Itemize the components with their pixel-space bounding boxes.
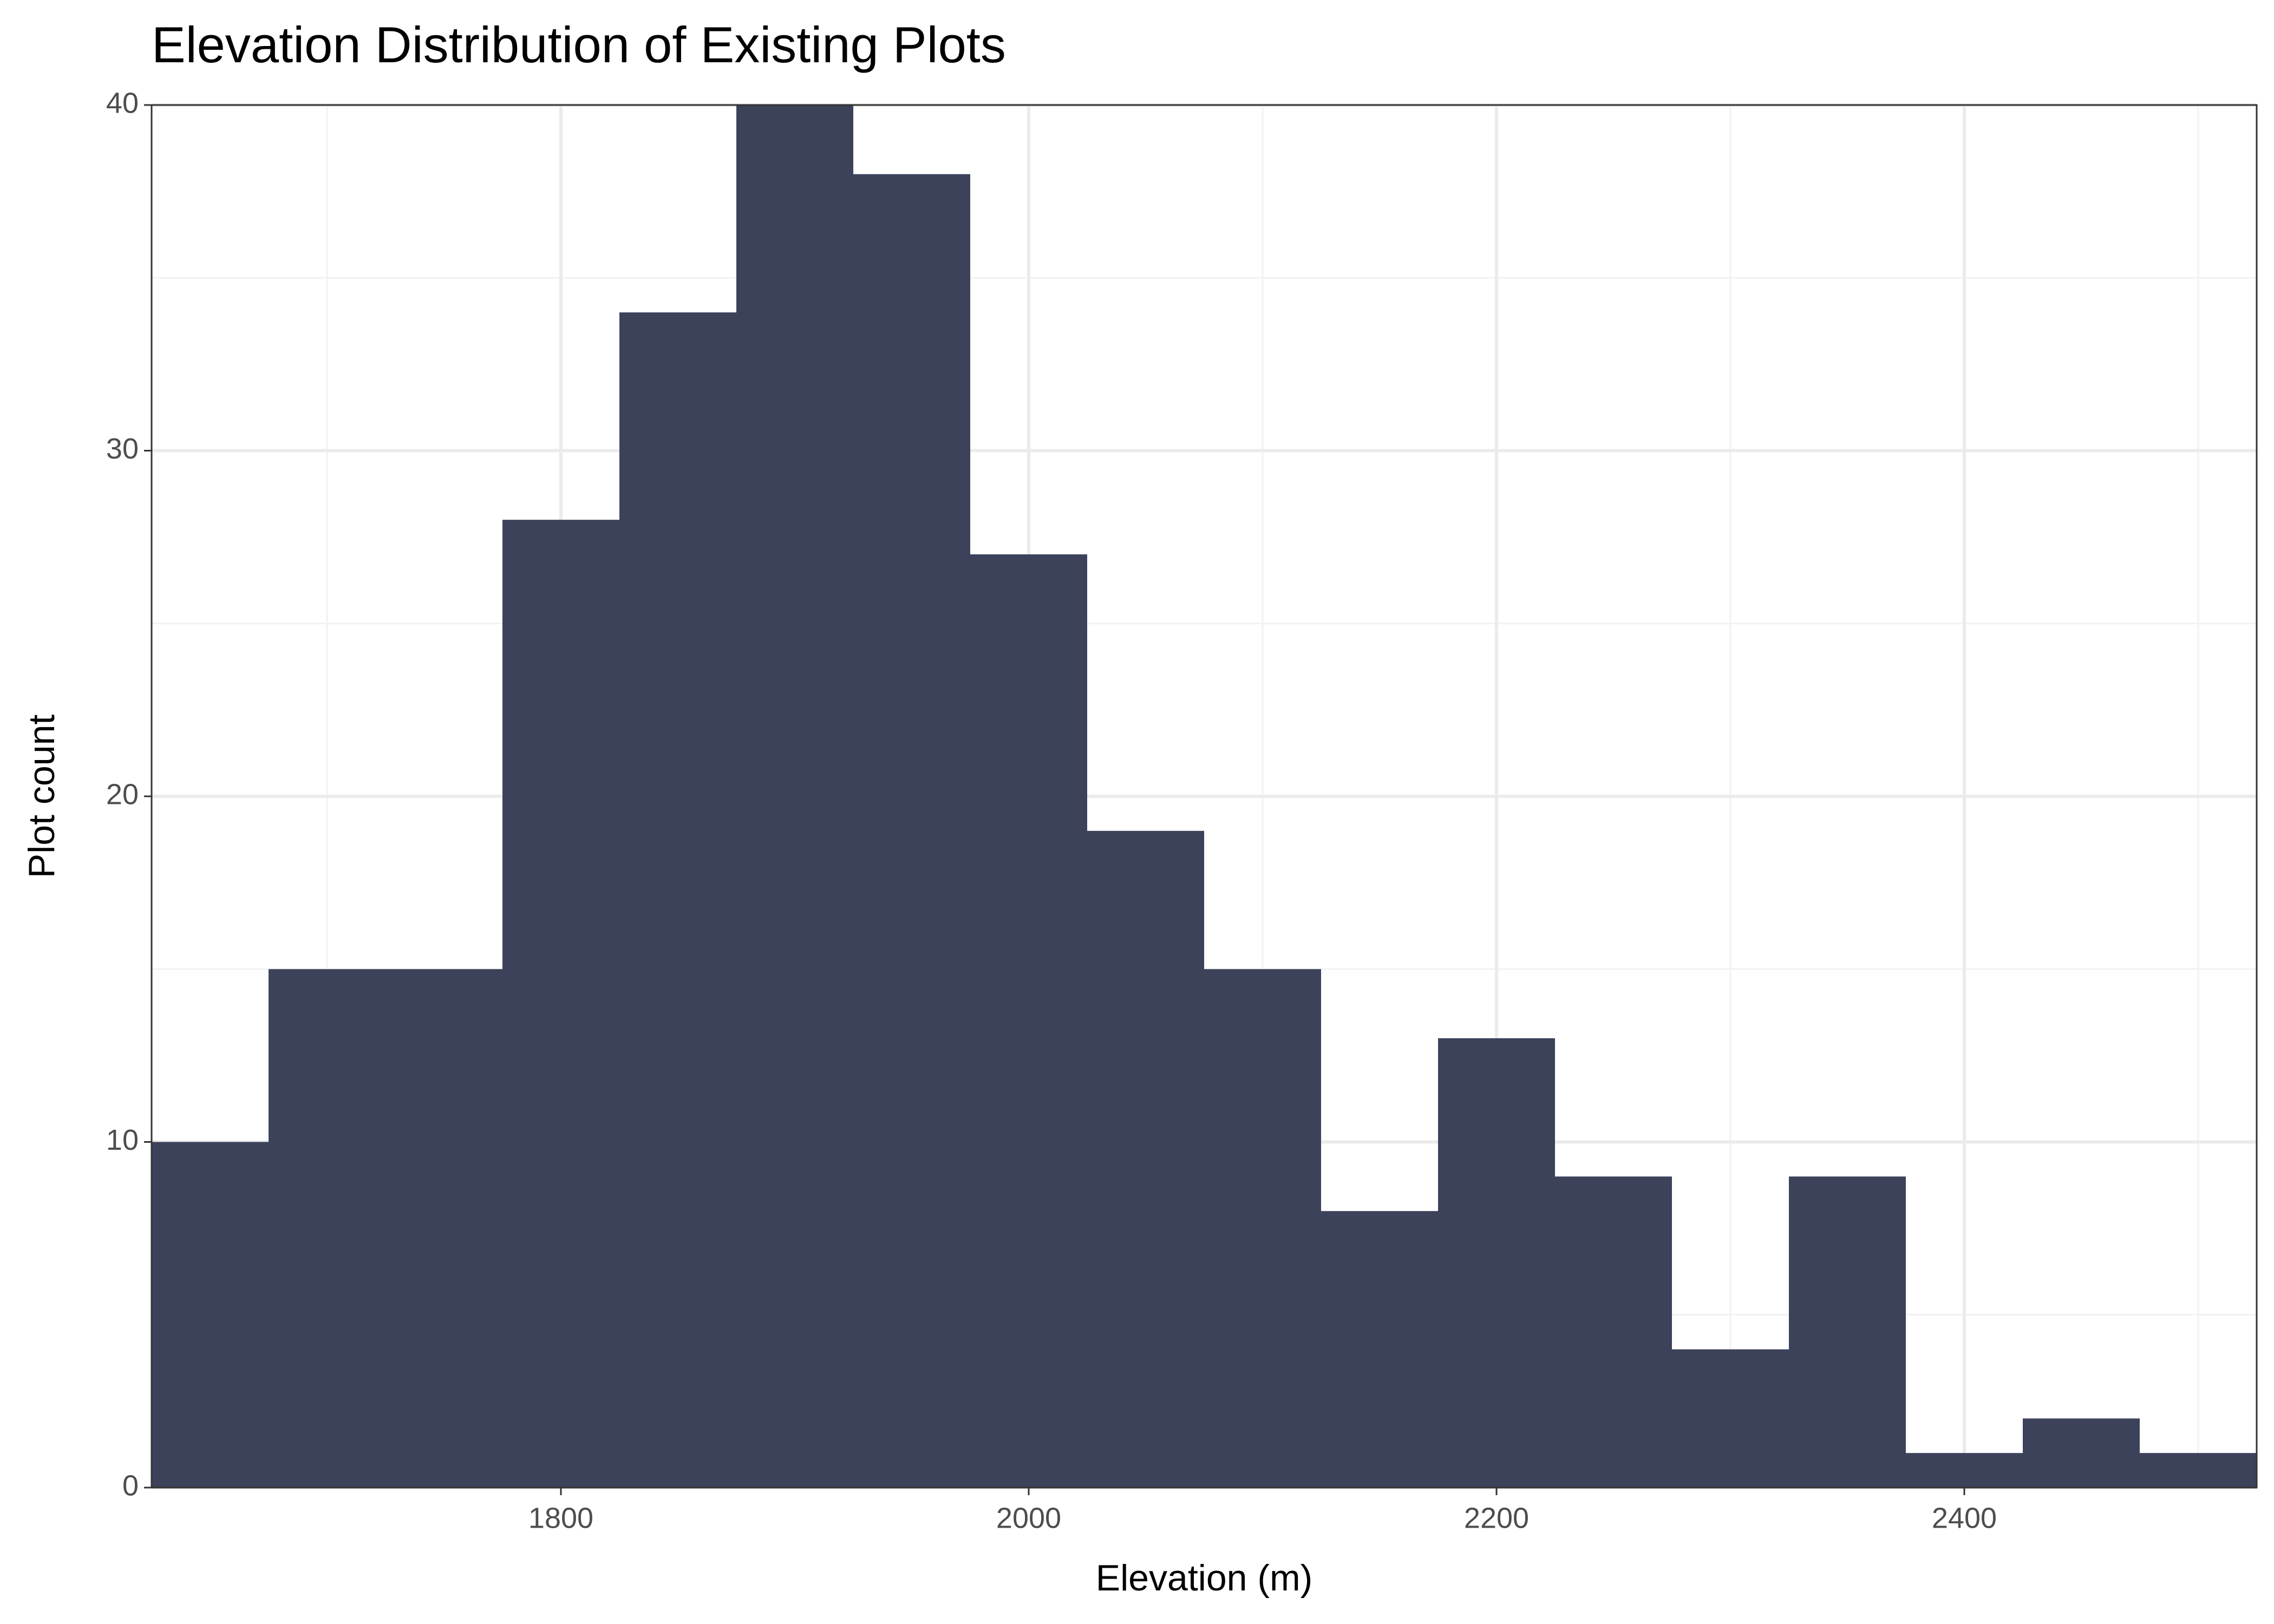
x-tick-label: 2200: [1464, 1502, 1529, 1534]
y-tick-label: 30: [106, 433, 139, 465]
x-tick-label: 1800: [528, 1502, 593, 1534]
bar: [1789, 1176, 1906, 1488]
x-axis-title: Elevation (m): [1096, 1557, 1313, 1599]
bar: [853, 174, 970, 1488]
y-tick-label: 40: [106, 87, 139, 119]
bar: [1438, 1038, 1555, 1488]
y-axis-title: Plot count: [21, 715, 62, 879]
bar: [1555, 1176, 1672, 1488]
chart-title: Elevation Distribution of Existing Plots: [152, 16, 1006, 73]
bar: [970, 554, 1087, 1488]
bar: [385, 969, 502, 1488]
y-tick-label: 0: [122, 1469, 139, 1502]
bar: [1906, 1453, 2023, 1488]
bar: [1672, 1349, 1789, 1488]
bar: [736, 105, 853, 1488]
bar: [2140, 1453, 2257, 1488]
bar: [1204, 969, 1321, 1488]
bar: [152, 1142, 269, 1488]
bar: [269, 969, 385, 1488]
bar: [502, 520, 619, 1488]
bar: [2023, 1418, 2140, 1488]
x-tick-label: 2400: [1932, 1502, 1997, 1534]
bar: [619, 312, 736, 1488]
bar: [1321, 1211, 1438, 1488]
y-tick-label: 20: [106, 778, 139, 810]
y-tick-label: 10: [106, 1124, 139, 1156]
bar: [1087, 830, 1204, 1488]
x-tick-label: 2000: [996, 1502, 1061, 1534]
